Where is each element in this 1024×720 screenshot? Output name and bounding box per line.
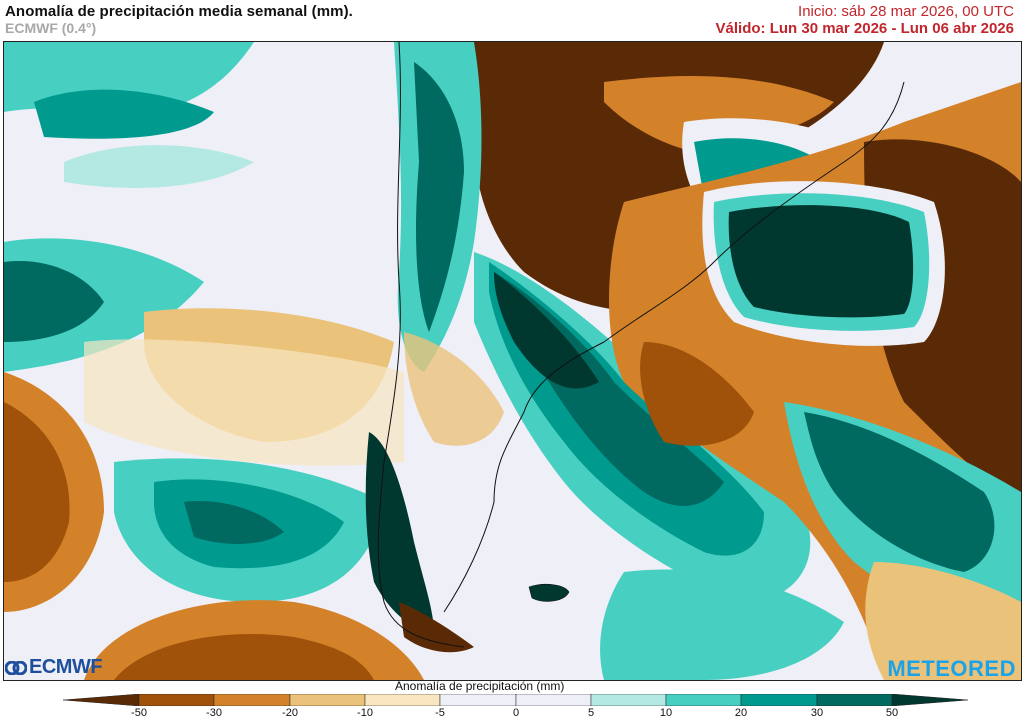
tick-label: 5 [587,707,595,719]
init-time: Inicio: sáb 28 mar 2026, 00 UTC [798,3,1014,20]
tick-label: 10 [659,707,673,719]
precipitation-anomaly-map [3,41,1022,681]
tick-label: -5 [435,707,445,719]
tick-label: -20 [282,707,298,719]
ecmwf-logo-icon [5,660,27,675]
map-title: Anomalía de precipitación media semanal … [5,3,353,20]
colorbar [63,694,969,706]
map-field [4,42,1021,680]
valid-period: Válido: Lun 30 mar 2026 - Lun 06 abr 202… [715,20,1014,37]
model-label: ECMWF (0.4°) [5,20,97,36]
ecmwf-logo-text: ECMWF [29,656,103,678]
tick-label: -10 [357,707,373,719]
colorbar-label: Anomalía de precipitación (mm) [395,679,565,693]
tick-label: 20 [734,707,748,719]
tick-label: 0 [512,707,520,719]
tick-label: 30 [810,707,824,719]
ecmwf-logo: ECMWF [5,656,103,679]
tick-label: -30 [206,707,222,719]
tick-label: -50 [131,707,147,719]
tick-label: 50 [885,707,899,719]
meteored-logo: METEORED [887,656,1016,681]
